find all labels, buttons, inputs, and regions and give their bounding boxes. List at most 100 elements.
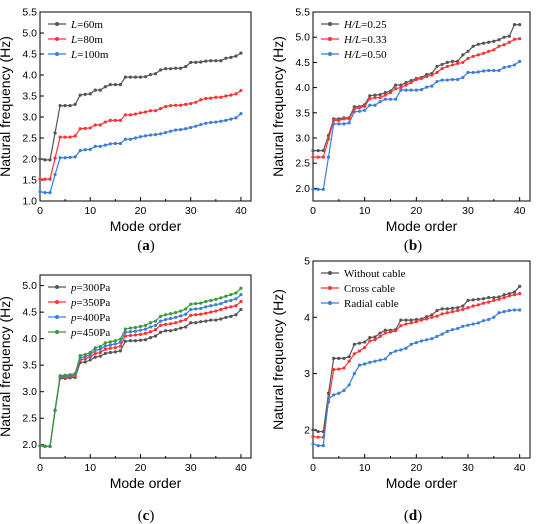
data-point (461, 307, 465, 312)
data-point (43, 444, 47, 448)
data-point (239, 307, 243, 312)
data-point (445, 60, 449, 64)
data-point (58, 135, 62, 139)
data-point (332, 356, 336, 360)
data-point (512, 63, 517, 67)
data-point (209, 59, 213, 63)
data-point (518, 59, 522, 63)
data-point (93, 144, 97, 148)
y-tick-label: 2 (304, 424, 310, 436)
data-point (83, 126, 87, 130)
data-point (133, 329, 138, 333)
data-point (179, 128, 183, 132)
legend-marker (55, 37, 59, 41)
data-point (497, 44, 501, 48)
data-point (108, 118, 112, 122)
chart-panel-a: 0 10 20 30 40 1.0 1.5 2.0 2.5 3.0 3.5 4.0 4.5 5.0 5.5 M… (0, 7, 252, 254)
data-point (311, 428, 315, 432)
data-point (337, 391, 341, 395)
x-tick-label: 10 (359, 205, 371, 217)
x-axis-title: Mode order (386, 475, 458, 491)
data-point (219, 59, 223, 63)
data-point (93, 351, 97, 356)
data-point (113, 83, 117, 87)
data-point (88, 126, 92, 130)
panel-label-open: ( (404, 238, 409, 254)
data-point (204, 121, 208, 125)
data-point (461, 304, 465, 308)
y-tick-label: 2.5 (295, 158, 310, 170)
data-point (204, 59, 208, 63)
data-point (163, 317, 168, 322)
data-point (456, 326, 460, 331)
chart-panel-b: 0 10 20 30 40 2.0 2.5 3.0 3.5 4.0 4.5 5.0 5.5 Mode or… (270, 7, 531, 254)
data-point (219, 317, 223, 321)
data-point (48, 191, 52, 195)
panel-label-open: ( (138, 508, 143, 524)
data-point (363, 346, 367, 350)
data-point (98, 347, 102, 351)
panel-label-letter: c (143, 508, 150, 524)
x-tick-label: 20 (410, 205, 422, 217)
data-point (388, 330, 393, 334)
y-tick-label: 5.0 (22, 280, 37, 292)
data-point (435, 79, 439, 84)
y-tick-label: 4.0 (22, 70, 37, 82)
legend-label-italic: H/L (343, 49, 361, 61)
data-point (456, 77, 460, 82)
data-point (492, 315, 496, 319)
data-point (502, 293, 506, 297)
data-point (368, 335, 372, 340)
data-point (98, 123, 102, 127)
legend-label-rest: Radial cable (344, 298, 399, 310)
data-point (118, 340, 122, 344)
series-h-l-0-25 (311, 23, 522, 153)
data-point (363, 108, 367, 112)
legend-label-italic: p (70, 312, 77, 324)
data-point (138, 75, 143, 79)
data-point (404, 88, 408, 92)
data-point (98, 354, 102, 358)
data-point (357, 363, 362, 367)
data-point (143, 134, 148, 138)
data-point (497, 68, 501, 73)
data-point (435, 334, 439, 339)
data-point (347, 359, 351, 363)
data-point (148, 325, 153, 329)
data-point (133, 136, 138, 140)
data-point (399, 318, 403, 322)
x-tick-label: 20 (410, 462, 422, 474)
data-point (219, 307, 223, 312)
data-point (103, 344, 107, 348)
data-point (103, 351, 107, 356)
data-point (184, 65, 188, 69)
legend-label-italic: p (70, 282, 77, 294)
data-point (456, 306, 460, 310)
legend-label-italic: L (70, 49, 77, 61)
data-point (174, 103, 178, 107)
data-point (518, 292, 522, 296)
legend-label: Cross cable (344, 283, 395, 295)
data-point (383, 331, 387, 335)
legend-label-italic: H/L (343, 19, 361, 31)
data-point (502, 295, 506, 300)
data-point (321, 187, 325, 192)
data-point (199, 320, 203, 324)
legend-marker (55, 52, 59, 56)
data-point (234, 291, 238, 295)
series-line (312, 309, 520, 447)
data-point (229, 305, 233, 309)
series-radial-cable (311, 308, 522, 448)
data-point (311, 435, 315, 439)
y-tick-label: 3.0 (22, 112, 37, 124)
data-point (507, 64, 511, 69)
data-point (321, 155, 325, 159)
data-point (399, 88, 403, 92)
data-point (108, 142, 112, 146)
data-point (450, 77, 455, 82)
data-point (214, 318, 218, 322)
data-point (507, 40, 511, 44)
data-point (347, 117, 351, 121)
data-point (316, 155, 320, 159)
